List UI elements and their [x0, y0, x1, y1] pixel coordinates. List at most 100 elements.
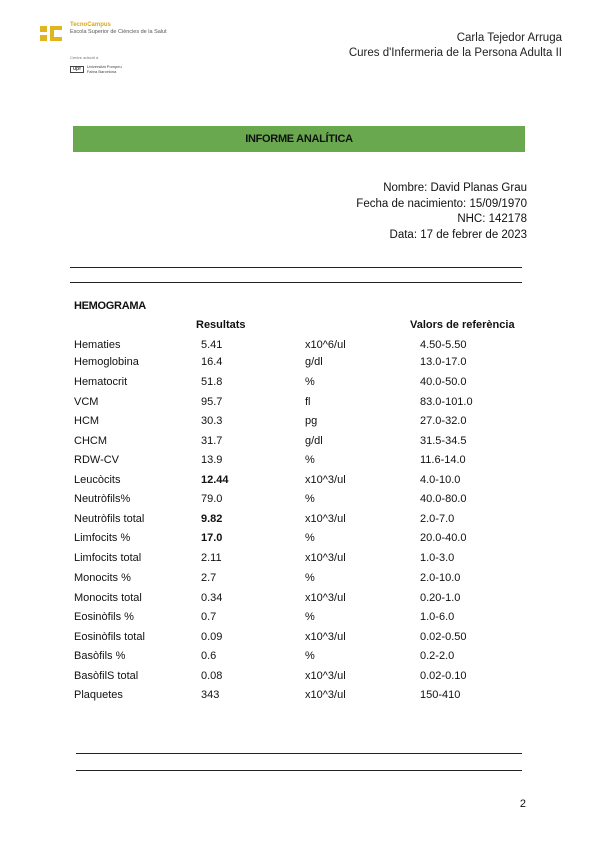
unit: % [305, 454, 315, 466]
unit: x10^6/ul [305, 339, 346, 351]
table-row: HCM 30.3 pg 27.0-32.0 [0, 415, 600, 431]
unit: x10^3/ul [305, 513, 346, 525]
unit: x10^3/ul [305, 670, 346, 682]
result-value: 0.09 [201, 631, 223, 643]
unit: x10^3/ul [305, 689, 346, 701]
unit: % [305, 650, 315, 662]
patient-info: Nombre: David Planas Grau Fecha de nacim… [356, 181, 527, 243]
reference-range: 1.0-6.0 [420, 611, 455, 623]
reference-range: 0.2-2.0 [420, 650, 455, 662]
result-value: 95.7 [201, 396, 223, 408]
reference-range: 2.0-10.0 [420, 572, 461, 584]
unit: g/dl [305, 435, 323, 447]
unit: % [305, 376, 315, 388]
parameter-name: VCM [74, 396, 99, 408]
result-value: 17.0 [201, 532, 223, 544]
report-date: Data: 17 de febrer de 2023 [389, 228, 527, 241]
page-number: 2 [519, 798, 526, 810]
reference-range: 2.0-7.0 [420, 513, 455, 525]
unit: % [305, 572, 315, 584]
table-row: Monocits total 0.34 x10^3/ul 0.20-1.0 [0, 592, 600, 608]
column-header-reference: Valors de referència [410, 319, 515, 331]
upf-logo: upf Universitat Pompeu Fabra Barcelona [70, 64, 127, 74]
table-row: Plaquetes 343 x10^3/ul 150-410 [0, 689, 600, 705]
unit: % [305, 532, 315, 544]
parameter-name: Basòfils % [74, 650, 126, 662]
reference-range: 40.0-50.0 [420, 376, 467, 388]
parameter-name: Neutròfils total [74, 513, 145, 525]
result-value: 343 [201, 689, 220, 701]
table-row: Hematies 5.41 x10^6/ul 4.50-5.50 [0, 339, 600, 355]
parameter-name: Plaquetes [74, 689, 123, 701]
parameter-name: Limfocits total [74, 552, 142, 564]
table-row: Leucòcits 12.44 x10^3/ul 4.0-10.0 [0, 474, 600, 490]
upf-name: Universitat Pompeu Fabra Barcelona [86, 64, 122, 74]
upf-mark: upf [70, 65, 84, 73]
reference-range: 0.02-0.10 [420, 670, 467, 682]
parameter-name: Eosinòfils total [74, 631, 145, 643]
report-title-band: INFORME ANALÍTICA [73, 126, 525, 152]
unit: x10^3/ul [305, 592, 346, 604]
table-row: RDW-CV 13.9% 11.6-14.0 [0, 454, 600, 470]
parameter-name: Hemoglobina [74, 356, 139, 368]
reference-range: 83.0-101.0 [420, 396, 473, 408]
result-value: 12.44 [201, 474, 229, 486]
result-value: 30.3 [201, 415, 223, 427]
table-row: Eosinòfils % 0.7% 1.0-6.0 [0, 611, 600, 627]
table-row: Hemoglobina 16.4 g/dl 13.0-17.0 [0, 356, 600, 372]
result-value: 0.7 [201, 611, 217, 623]
reference-range: 150-410 [420, 689, 461, 701]
result-value: 0.6 [201, 650, 217, 662]
reference-range: 11.6-14.0 [420, 454, 466, 466]
parameter-name: RDW-CV [74, 454, 120, 466]
parameter-name: Monocits total [74, 592, 142, 604]
divider [70, 267, 522, 268]
parameter-name: Monocits % [74, 572, 131, 584]
divider [76, 770, 522, 771]
unit: pg [305, 415, 318, 427]
divider [70, 282, 522, 283]
table-row: Neutròfils total 9.82 x10^3/ul 2.0-7.0 [0, 513, 600, 529]
reference-range: 27.0-32.0 [420, 415, 467, 427]
section-title: HEMOGRAMA [74, 300, 146, 312]
parameter-name: Leucòcits [74, 474, 121, 486]
parameter-name: Limfocits % [74, 532, 131, 544]
parameter-name: Eosinòfils % [74, 611, 134, 623]
result-value: 0.34 [201, 592, 223, 604]
tecnocampus-logo: TecnoCampus Escola Superior de Ciències … [40, 20, 180, 95]
reference-range: 40.0-80.0 [420, 493, 467, 505]
table-row: VCM 95.7 fl 83.0-101.0 [0, 396, 600, 412]
patient-name: Nombre: David Planas Grau [383, 182, 527, 194]
table-row: Eosinòfils total 0.09 x10^3/ul 0.02-0.50 [0, 631, 600, 647]
result-value: 9.82 [201, 513, 223, 525]
unit: fl [305, 396, 311, 408]
logo-brand: TecnoCampus [70, 22, 111, 28]
reference-range: 0.20-1.0 [420, 592, 461, 604]
parameter-name: HCM [74, 415, 100, 427]
table-row: Neutròfils% 79.0% 40.0-80.0 [0, 493, 600, 509]
column-header-results: Resultats [196, 319, 246, 331]
result-value: 79.0 [201, 493, 223, 505]
patient-nhc: NHC: 142178 [457, 213, 527, 225]
unit: x10^3/ul [305, 474, 346, 486]
document-header: Carla Tejedor Arruga Cures d'Infermeria … [349, 31, 562, 61]
table-row: BasòfilS total 0.08 x10^3/ul 0.02-0.10 [0, 670, 600, 686]
unit: x10^3/ul [305, 552, 346, 564]
divider [76, 753, 522, 754]
parameter-name: BasòfilS total [74, 670, 139, 682]
table-row: Basòfils % 0.6% 0.2-2.0 [0, 650, 600, 666]
table-row: Monocits % 2.7% 2.0-10.0 [0, 572, 600, 588]
unit: % [305, 493, 315, 505]
reference-range: 4.50-5.50 [420, 339, 467, 351]
course-name: Cures d'Infermeria de la Persona Adulta … [348, 47, 562, 59]
author-name: Carla Tejedor Arruga [456, 32, 562, 44]
parameter-name: Hematocrit [74, 376, 128, 388]
unit: x10^3/ul [305, 631, 346, 643]
reference-range: 20.0-40.0 [420, 532, 467, 544]
result-value: 13.9 [201, 454, 223, 466]
logo-mark-icon [40, 26, 62, 42]
table-row: Limfocits total 2.11 x10^3/ul 1.0-3.0 [0, 552, 600, 568]
table-row: CHCM 31.7 g/dl 31.5-34.5 [0, 435, 600, 451]
reference-range: 13.0-17.0 [420, 356, 467, 368]
result-value: 2.11 [201, 552, 222, 564]
